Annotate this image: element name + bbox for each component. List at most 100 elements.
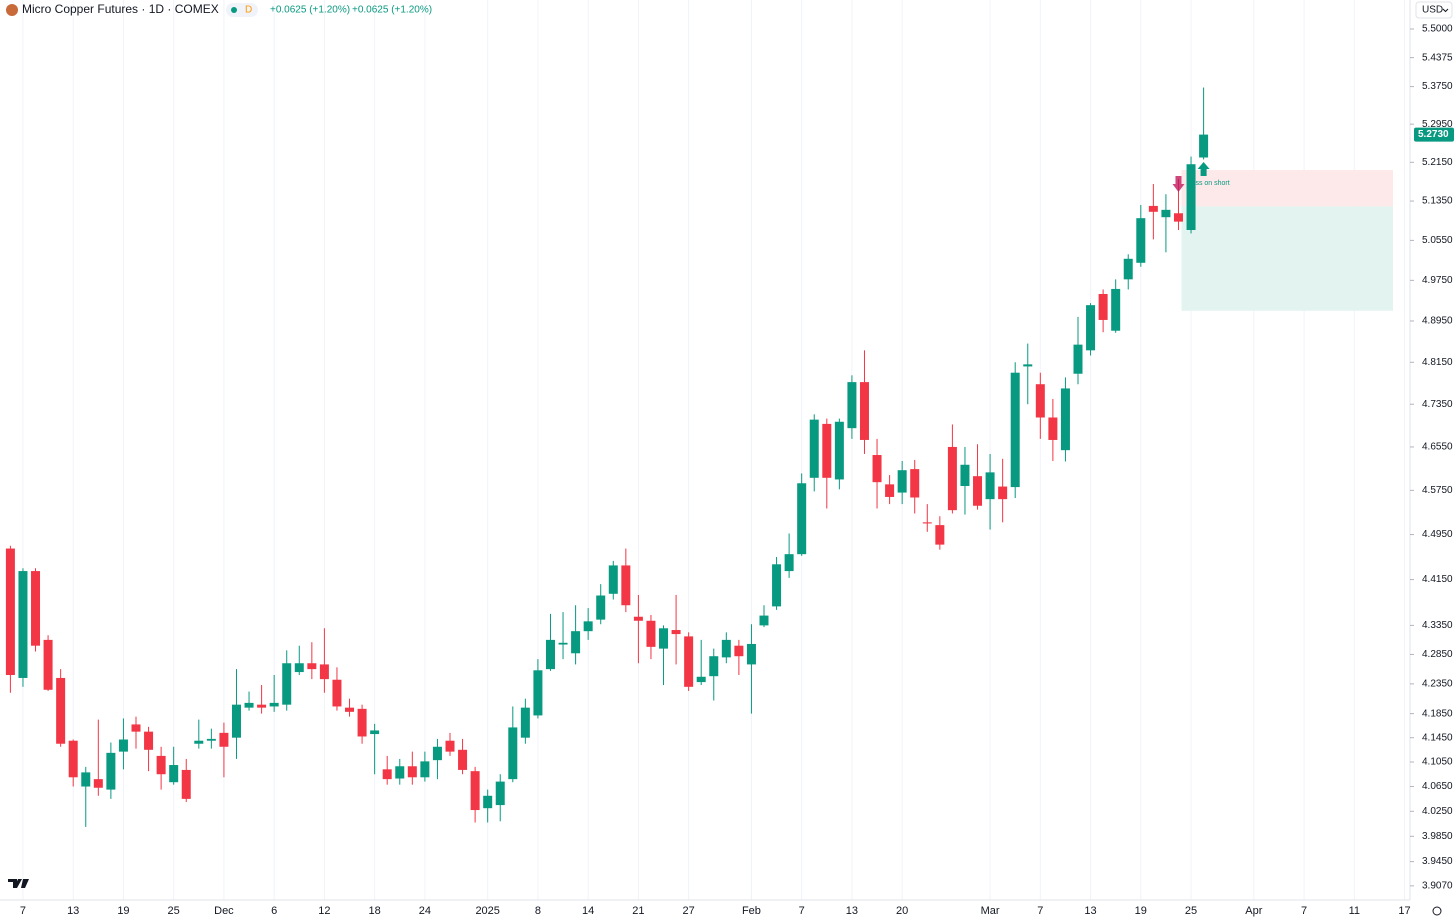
target-zone — [1181, 206, 1393, 311]
candle-body — [357, 708, 367, 737]
x-tick-label: 19 — [1135, 905, 1147, 917]
settings-icon[interactable] — [1432, 906, 1442, 916]
candle-body — [571, 631, 581, 654]
sell-arrow — [1172, 176, 1185, 193]
candle-body — [772, 564, 782, 607]
y-tick-label: 5.0550 — [1422, 235, 1453, 246]
x-tick-label: 14 — [582, 905, 594, 917]
candle-body — [797, 483, 807, 555]
candle-body — [244, 702, 254, 708]
x-tick-label: Apr — [1245, 905, 1262, 917]
x-tick-label: 25 — [1185, 905, 1197, 917]
candle-body — [646, 620, 656, 647]
x-tick-label: 7 — [1301, 905, 1307, 917]
candle-body — [910, 469, 920, 498]
interval-badge: D — [245, 5, 252, 16]
y-tick-label: 4.1850 — [1422, 708, 1453, 719]
candle-body — [420, 761, 430, 778]
y-tick-label: 5.3750 — [1422, 81, 1453, 92]
candle-body — [998, 486, 1008, 500]
y-tick-label: 4.9750 — [1422, 275, 1453, 286]
x-tick-label: 7 — [1037, 905, 1043, 917]
status-pill — [226, 3, 258, 17]
candle-body — [1035, 384, 1045, 418]
x-tick-label: 21 — [632, 905, 644, 917]
candle-body — [407, 766, 417, 778]
symbol-title: Micro Copper Futures · 1D · COMEX — [22, 2, 219, 16]
candle-body — [659, 628, 669, 649]
y-tick-label: 4.0250 — [1422, 806, 1453, 817]
candle-body — [1086, 305, 1096, 351]
x-tick-label: 7 — [20, 905, 26, 917]
buy-arrow — [1197, 162, 1210, 177]
candle-body — [231, 704, 241, 738]
candle-body — [93, 779, 103, 788]
candle-body — [671, 630, 681, 635]
candle-body — [18, 571, 28, 678]
candle-body — [583, 621, 593, 632]
x-tick-label: 13 — [846, 905, 858, 917]
x-tick-label: 12 — [318, 905, 330, 917]
currency-chevron[interactable] — [1442, 8, 1449, 13]
y-tick-label: 5.1350 — [1422, 196, 1453, 207]
logo — [8, 879, 29, 888]
currency-label[interactable]: USD — [1422, 5, 1443, 16]
candle-body — [508, 727, 518, 780]
position-label: ss on short — [1195, 180, 1229, 187]
y-tick-label: 4.3350 — [1422, 620, 1453, 631]
candle-body — [759, 615, 769, 626]
candle-body — [608, 565, 618, 594]
x-tick-label: 18 — [369, 905, 381, 917]
x-tick-label: Feb — [742, 905, 761, 917]
x-tick-label: Dec — [214, 905, 234, 917]
candle-body — [370, 730, 380, 735]
candle-body — [684, 636, 694, 687]
candle-body — [847, 382, 857, 429]
candle-body — [859, 382, 869, 440]
candle-body — [56, 677, 66, 744]
candle-body — [181, 769, 191, 799]
candle-body — [106, 752, 116, 790]
price-change: +0.0625 (+1.20%) — [270, 5, 350, 16]
candle-body — [746, 643, 756, 665]
candle-body — [922, 522, 932, 524]
candle-body — [935, 525, 945, 545]
candle-body — [1186, 164, 1196, 230]
candle-body — [734, 645, 744, 657]
candle-body — [621, 565, 631, 606]
candle-body — [1136, 218, 1146, 263]
candle-body — [721, 639, 731, 658]
candle-body — [1023, 364, 1033, 367]
y-tick-label: 3.9450 — [1422, 856, 1453, 867]
candle-body — [269, 702, 279, 707]
candle-body — [432, 746, 442, 761]
y-tick-label: 5.5000 — [1422, 24, 1453, 35]
y-tick-label: 4.1050 — [1422, 757, 1453, 768]
y-tick-label: 3.9850 — [1422, 831, 1453, 842]
candle-body — [558, 642, 568, 645]
candle-body — [31, 571, 41, 646]
candle-body — [458, 749, 468, 770]
y-tick-label: 4.7350 — [1422, 399, 1453, 410]
y-tick-label: 5.2150 — [1422, 157, 1453, 168]
x-tick-label: 24 — [419, 905, 431, 917]
y-tick-label: 4.1450 — [1422, 732, 1453, 743]
y-tick-label: 4.8150 — [1422, 357, 1453, 368]
candle-body — [885, 484, 895, 497]
x-tick-label: 13 — [1084, 905, 1096, 917]
candle-body — [596, 595, 606, 620]
x-tick-label: 8 — [535, 905, 541, 917]
candle-body — [973, 476, 983, 506]
candle-body — [1173, 213, 1183, 222]
currency-button[interactable] — [1415, 1, 1453, 19]
candle-body — [1123, 258, 1133, 280]
symbol-icon — [6, 4, 18, 16]
candle-body — [709, 656, 719, 677]
candle-body — [206, 738, 216, 741]
candle-body — [118, 739, 128, 752]
candle-body — [131, 724, 141, 732]
candle-body — [784, 554, 794, 572]
candle-body — [219, 732, 229, 747]
